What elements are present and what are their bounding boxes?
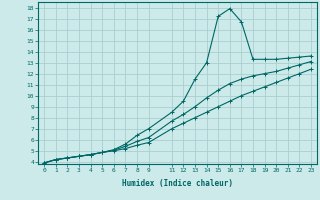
X-axis label: Humidex (Indice chaleur): Humidex (Indice chaleur)	[122, 179, 233, 188]
